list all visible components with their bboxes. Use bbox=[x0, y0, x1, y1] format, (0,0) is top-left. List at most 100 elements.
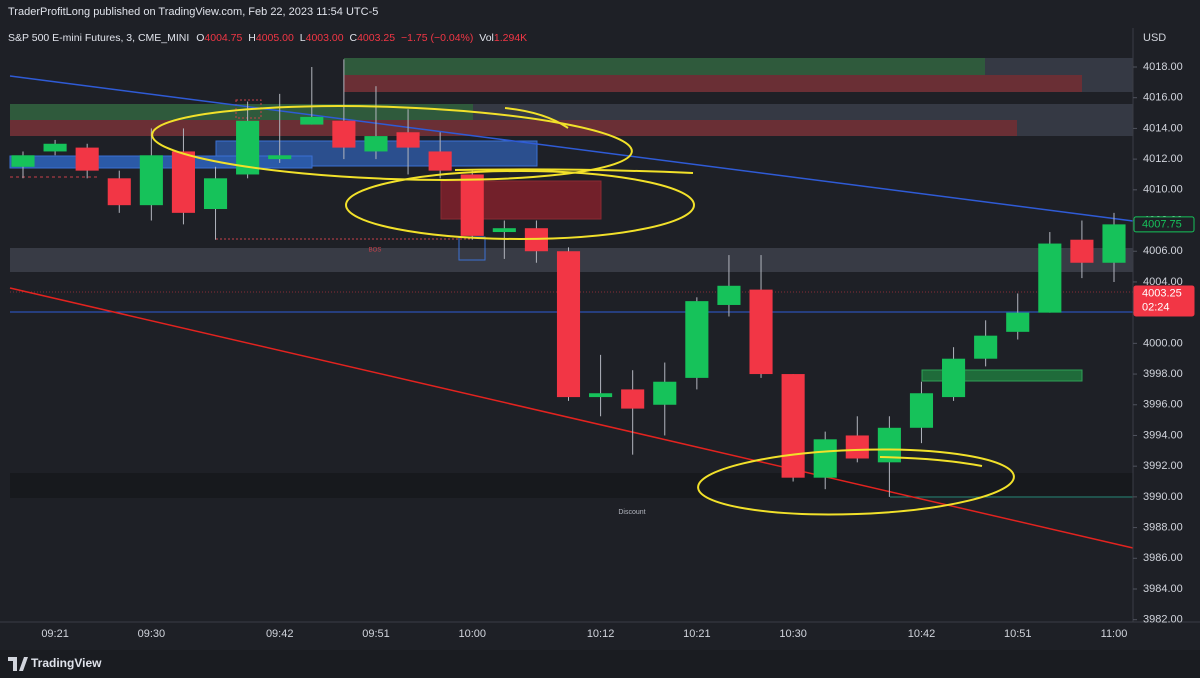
ellipse bbox=[345, 170, 695, 240]
candle-body bbox=[139, 155, 163, 206]
zone bbox=[921, 369, 1083, 382]
candles bbox=[11, 59, 1126, 497]
y-tick-label: 4014.00 bbox=[1143, 122, 1183, 134]
candle-body bbox=[942, 358, 966, 398]
y-tick-label: 4006.00 bbox=[1143, 245, 1183, 257]
candle-body bbox=[749, 289, 773, 375]
vol-value: 1.294K bbox=[494, 32, 527, 44]
candle-body bbox=[621, 389, 645, 409]
zone bbox=[344, 75, 1082, 92]
price-label: 4007.75 bbox=[1142, 218, 1182, 230]
change: −1.75 (−0.04%) bbox=[401, 32, 473, 44]
candle-body bbox=[11, 155, 35, 167]
candle-body bbox=[813, 439, 837, 478]
y-tick-label: 4018.00 bbox=[1143, 61, 1183, 73]
stroke bbox=[454, 168, 694, 174]
ohlc-value: 4004.75 bbox=[204, 32, 242, 44]
ohlc-label: O bbox=[196, 32, 204, 44]
ohlc-value: 4005.00 bbox=[256, 32, 294, 44]
candle-body bbox=[43, 143, 67, 152]
candle-body bbox=[75, 147, 99, 171]
candle-body bbox=[1006, 312, 1030, 332]
currency: USD bbox=[1143, 32, 1166, 44]
symbol-legend: S&P 500 E-mini Futures, 3, CME_MINI O400… bbox=[8, 32, 527, 44]
stroke bbox=[504, 107, 569, 129]
x-tick-label: 09:42 bbox=[266, 628, 294, 640]
y-tick-label: 4000.00 bbox=[1143, 337, 1183, 349]
brand: TradingView bbox=[31, 656, 102, 670]
ellipse bbox=[151, 105, 633, 181]
y-tick-label: 3986.00 bbox=[1143, 552, 1183, 564]
footer bbox=[0, 650, 1200, 678]
ohlc-label: L bbox=[300, 32, 306, 44]
x-tick-label: 10:21 bbox=[683, 628, 711, 640]
candle-body bbox=[653, 381, 677, 405]
x-tick-label: 10:42 bbox=[908, 628, 936, 640]
price-label: 4003.25 bbox=[1142, 287, 1182, 299]
candle-body bbox=[492, 228, 516, 233]
annotation: Discount bbox=[618, 509, 645, 516]
hand-drawing bbox=[151, 105, 1015, 516]
x-tick-label: 10:00 bbox=[458, 628, 486, 640]
candle-body bbox=[974, 335, 998, 359]
vol-label: Vol bbox=[479, 32, 494, 44]
x-tick-label: 09:21 bbox=[41, 628, 69, 640]
candle-body bbox=[332, 120, 356, 148]
candle-body bbox=[460, 174, 484, 236]
candle-body bbox=[396, 132, 420, 148]
candle-body bbox=[236, 120, 260, 175]
candle-body bbox=[556, 251, 581, 398]
candle-body bbox=[171, 151, 195, 213]
x-tick-label: 10:51 bbox=[1004, 628, 1032, 640]
y-tick-label: 3992.00 bbox=[1143, 460, 1183, 472]
candle-body bbox=[428, 151, 452, 171]
zone bbox=[344, 58, 985, 75]
ohlc-value: 4003.25 bbox=[357, 32, 395, 44]
candle-body bbox=[685, 301, 709, 378]
candle-body bbox=[300, 116, 324, 125]
candle-body bbox=[717, 285, 741, 305]
ohlc-label: H bbox=[248, 32, 256, 44]
y-tick-label: 3994.00 bbox=[1143, 429, 1183, 441]
candle-body bbox=[909, 393, 934, 428]
candle-body bbox=[107, 178, 131, 206]
y-tick-label: 3984.00 bbox=[1143, 583, 1183, 595]
zone bbox=[10, 473, 1133, 498]
x-tick-label: 09:51 bbox=[362, 628, 390, 640]
x-tick-label: 09:30 bbox=[138, 628, 166, 640]
y-tick-label: 4012.00 bbox=[1143, 153, 1183, 165]
zone bbox=[10, 104, 473, 120]
candle-body bbox=[203, 178, 228, 210]
y-tick-label: 4004.00 bbox=[1143, 276, 1183, 288]
countdown: 02:24 bbox=[1142, 301, 1170, 313]
price-label-box bbox=[1133, 216, 1195, 233]
candle-body bbox=[364, 136, 388, 152]
zone bbox=[10, 120, 1017, 136]
candle-body bbox=[781, 374, 805, 478]
symbol: S&P 500 E-mini Futures, 3, CME_MINI bbox=[8, 32, 189, 44]
candle-body bbox=[845, 435, 869, 459]
stroke bbox=[879, 456, 983, 467]
y-tick-label: 3982.00 bbox=[1143, 614, 1183, 626]
price-label-box bbox=[1133, 285, 1195, 317]
y-tick-label: 3990.00 bbox=[1143, 491, 1183, 503]
candle-body bbox=[589, 393, 613, 398]
candle-body bbox=[877, 427, 901, 463]
logo bbox=[8, 657, 28, 671]
ohlc-value: 4003.00 bbox=[306, 32, 344, 44]
x-tick-label: 10:12 bbox=[587, 628, 615, 640]
x-tick-label: 10:30 bbox=[779, 628, 807, 640]
y-tick-label: 3998.00 bbox=[1143, 368, 1183, 380]
ellipse bbox=[697, 448, 1015, 516]
trendline bbox=[9, 75, 1134, 222]
x-tick-label: 11:00 bbox=[1101, 628, 1128, 640]
publisher: TraderProfitLong published on TradingVie… bbox=[8, 6, 378, 18]
annotation: BOS bbox=[369, 248, 382, 254]
candle-body bbox=[1070, 239, 1094, 263]
y-tick-label: 4010.00 bbox=[1143, 184, 1183, 196]
y-tick-label: 4016.00 bbox=[1143, 92, 1183, 104]
y-tick-label: 3988.00 bbox=[1143, 521, 1183, 533]
